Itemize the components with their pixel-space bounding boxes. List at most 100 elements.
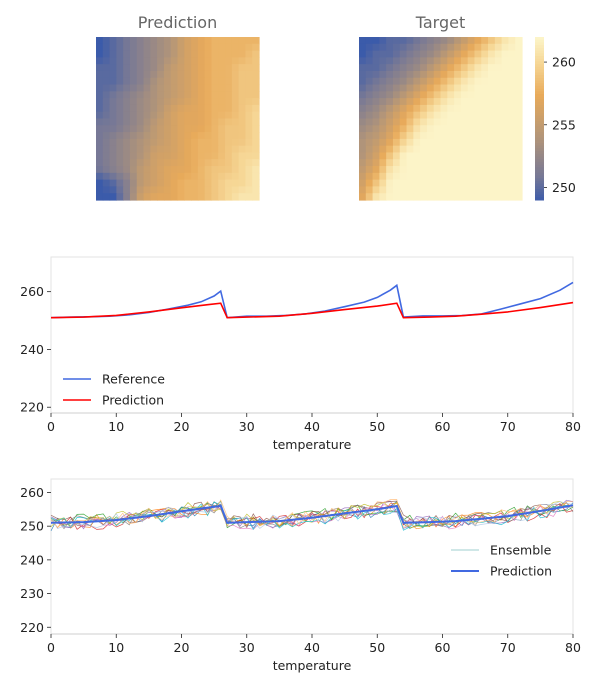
heatmap-cell	[150, 111, 158, 120]
colorbar-segment	[535, 123, 544, 128]
heatmap-cell	[386, 43, 394, 52]
heatmap-cell	[123, 179, 131, 188]
heatmap-cell	[184, 152, 192, 160]
heatmap-cell	[136, 37, 145, 45]
heatmap-cell	[123, 159, 131, 167]
heatmap-cell	[204, 152, 213, 160]
heatmap-cell	[372, 104, 380, 113]
heatmap-cell	[136, 104, 145, 113]
heatmap-cell	[399, 84, 408, 92]
heatmap-cell	[481, 91, 489, 99]
heatmap-cell	[515, 172, 523, 181]
heatmap-cell	[467, 152, 476, 160]
heatmap-cell	[467, 186, 476, 194]
heatmap-cell	[252, 172, 260, 181]
colorbar-segment	[535, 69, 544, 73]
heatmap-cell	[420, 132, 428, 140]
heatmap-cell	[454, 37, 462, 45]
heatmap-cell	[454, 186, 462, 194]
heatmap-cell	[454, 98, 462, 106]
heatmap-cell	[454, 166, 462, 174]
heatmap-cell	[494, 43, 503, 52]
heatmap-cell	[231, 91, 240, 99]
heatmap-cell	[508, 77, 516, 86]
heatmap-cell	[143, 193, 151, 201]
heatmap-cell	[426, 118, 435, 126]
heatmap-cell	[359, 159, 367, 167]
heatmap-cell	[447, 70, 455, 79]
heatmap-cell	[252, 166, 260, 174]
heatmap-cell	[365, 179, 374, 188]
heatmap-cell	[460, 145, 469, 154]
heatmap-cell	[406, 118, 414, 126]
heatmap-cell	[447, 37, 455, 45]
heatmap-cell	[225, 132, 233, 140]
heatmap-cell	[204, 179, 213, 188]
heatmap-cell	[481, 70, 489, 79]
heatmap-cell	[245, 118, 253, 126]
heatmap-cell	[102, 118, 111, 126]
heatmap-cell	[211, 37, 219, 45]
heatmap-cell	[225, 125, 233, 133]
heatmap-cell	[488, 111, 496, 120]
heatmap-cell	[501, 166, 510, 174]
heatmap-cell	[359, 91, 367, 99]
heatmap-cell	[143, 64, 151, 72]
heatmap-cell	[379, 193, 387, 201]
heatmap-cell	[399, 70, 408, 79]
heatmap-cell	[150, 104, 158, 113]
heatmap-cell	[399, 152, 408, 160]
heatmap-cell	[150, 138, 158, 147]
heatmap-cell	[150, 132, 158, 140]
heatmap-cell	[109, 193, 117, 201]
heatmap-cell	[170, 179, 179, 188]
heatmap-cell	[245, 186, 253, 194]
colorbar-segment	[535, 197, 544, 201]
heatmap-cell	[157, 172, 165, 181]
heatmap-cell	[231, 159, 240, 167]
colorbar-segment	[535, 66, 544, 71]
heatmap-cell	[433, 43, 442, 52]
heatmap-cell	[231, 193, 240, 201]
heatmap-cell	[447, 57, 455, 65]
colorbar-segment	[535, 156, 544, 160]
heatmap-cell	[150, 37, 158, 45]
heatmap-cell	[177, 132, 185, 140]
heatmap-cell	[157, 118, 165, 126]
heatmap-cell	[379, 118, 387, 126]
heatmap-cell	[123, 118, 131, 126]
heatmap-cell	[157, 159, 165, 167]
heatmap-cell	[359, 50, 367, 58]
heatmap-cell	[157, 111, 165, 120]
heatmap-cell	[150, 98, 158, 106]
heatmap-cell	[372, 125, 380, 133]
heatmap-cell	[231, 43, 240, 52]
heatmap-cell	[501, 138, 510, 147]
y-tick-label: 220	[20, 620, 44, 635]
heatmap-cell	[218, 64, 226, 72]
heatmap-cell	[359, 125, 367, 133]
heatmap-cell	[406, 179, 414, 188]
heatmap-cell	[129, 193, 138, 201]
heatmap-cell	[488, 159, 496, 167]
heatmap-cell	[460, 125, 469, 133]
heatmap-cell	[474, 166, 482, 174]
heatmap-cell	[184, 186, 192, 194]
heatmap-cell	[440, 125, 448, 133]
heatmap-cell	[129, 166, 138, 174]
heatmap-cell	[150, 166, 158, 174]
heatmap-cell	[252, 57, 260, 65]
heatmap-cell	[359, 132, 367, 140]
heatmap-cell	[163, 193, 172, 201]
heatmap-cell	[399, 166, 408, 174]
heatmap-cell	[392, 152, 401, 160]
heatmap-cell	[116, 43, 124, 52]
heatmap-cell	[372, 64, 380, 72]
heatmap-cell	[515, 159, 523, 167]
heatmap-cell	[474, 84, 482, 92]
heatmap-cell	[96, 70, 104, 79]
heatmap-cell	[420, 98, 428, 106]
heatmap-cell	[238, 64, 247, 72]
colorbar-segment	[535, 175, 544, 179]
heatmap-cell	[143, 84, 151, 92]
